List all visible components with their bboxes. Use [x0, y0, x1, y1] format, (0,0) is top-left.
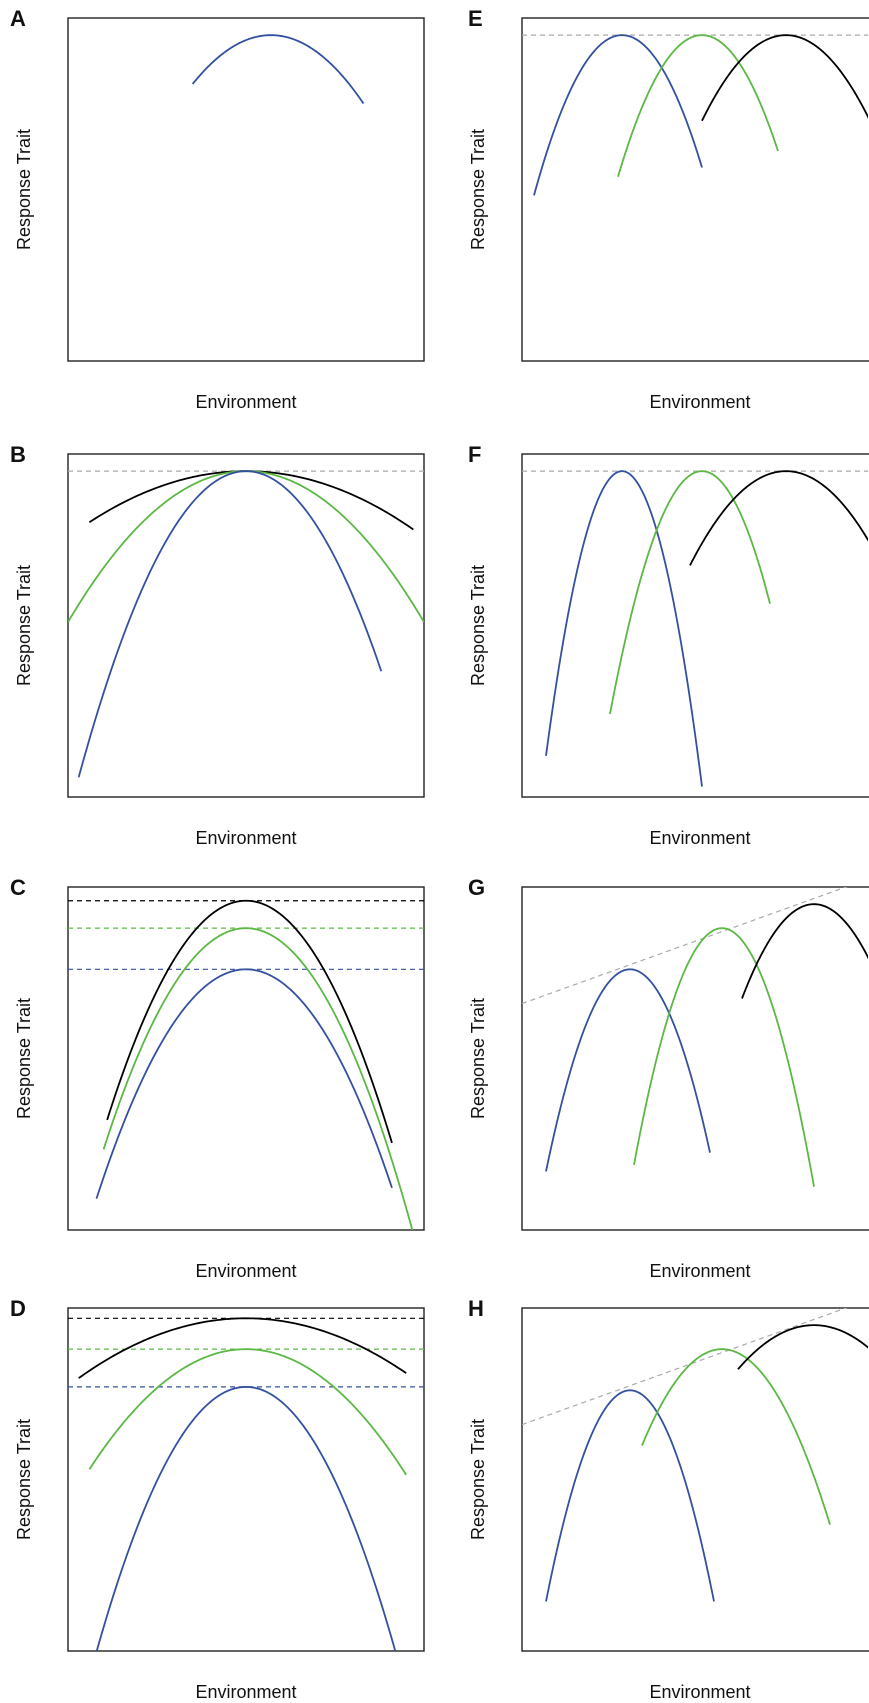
y-axis-label: Response Trait [14, 998, 34, 1119]
x-axis-label: Environment [195, 828, 296, 848]
curve-black [737, 1324, 868, 1370]
curve-blue [533, 34, 703, 196]
panel-letter: C [10, 875, 26, 900]
guide-line-grey [522, 1308, 848, 1426]
curve-blue [545, 1389, 715, 1602]
plot-frame [67, 17, 425, 362]
y-axis-label: Response Trait [14, 1419, 34, 1540]
panel-f: F Response Trait Environment [468, 442, 869, 848]
plot-frame [521, 453, 869, 798]
curve-blue [545, 470, 703, 787]
curve-green [641, 1348, 831, 1525]
curve-blue [95, 968, 393, 1199]
x-axis-label: Environment [195, 1682, 296, 1702]
y-axis-label: Response Trait [468, 998, 488, 1119]
panel-d: D Response Trait Environment [10, 1296, 425, 1702]
plot-frame [521, 1307, 869, 1652]
y-axis-label: Response Trait [468, 129, 488, 250]
x-axis-label: Environment [649, 828, 750, 848]
curve-blue [545, 968, 711, 1172]
curve-blue [95, 1385, 397, 1651]
curve-black [701, 34, 868, 122]
curve-black [78, 1317, 407, 1379]
plot-frame [521, 17, 869, 362]
curve-black [689, 470, 868, 566]
y-axis-label: Response Trait [14, 565, 34, 686]
panel-e: E Response Trait Environment [468, 6, 869, 412]
panel-h: H Response Trait Environment [468, 1296, 869, 1702]
curve-blue [77, 470, 383, 778]
x-axis-label: Environment [195, 1261, 296, 1281]
x-axis-label: Environment [195, 392, 296, 412]
curve-green [88, 1348, 407, 1476]
curve-black [106, 899, 393, 1144]
panels: A Response Trait Environment B Response Trai… [10, 6, 869, 1702]
panel-letter: D [10, 1296, 26, 1321]
panel-letter: A [10, 6, 26, 31]
y-axis-label: Response Trait [14, 129, 34, 250]
x-axis-label: Environment [649, 1261, 750, 1281]
panel-c: C Response Trait Environment [10, 875, 425, 1281]
plot-frame [521, 886, 869, 1231]
panel-b: B Response Trait Environment [10, 442, 425, 848]
panel-letter: B [10, 442, 26, 467]
curve-green [617, 34, 779, 177]
panel-g: G Response Trait Environment [468, 875, 869, 1281]
panel-letter: G [468, 875, 485, 900]
curve-green [633, 927, 815, 1187]
curve-black [741, 903, 868, 999]
plot-frame [67, 1307, 425, 1652]
plot-frame [67, 886, 425, 1231]
panel-letter: H [468, 1296, 484, 1321]
panel-letter: F [468, 442, 481, 467]
curve-blue [191, 34, 365, 105]
curve-green [102, 927, 414, 1230]
panel-letter: E [468, 6, 483, 31]
curve-green [609, 470, 771, 715]
plot-frame [67, 453, 425, 798]
x-axis-label: Environment [649, 392, 750, 412]
curve-green [68, 470, 424, 623]
y-axis-label: Response Trait [468, 1419, 488, 1540]
panel-a: A Response Trait Environment [10, 6, 425, 412]
x-axis-label: Environment [649, 1682, 750, 1702]
y-axis-label: Response Trait [468, 565, 488, 686]
guide-line-grey [522, 887, 848, 1005]
curve-black [88, 470, 414, 531]
